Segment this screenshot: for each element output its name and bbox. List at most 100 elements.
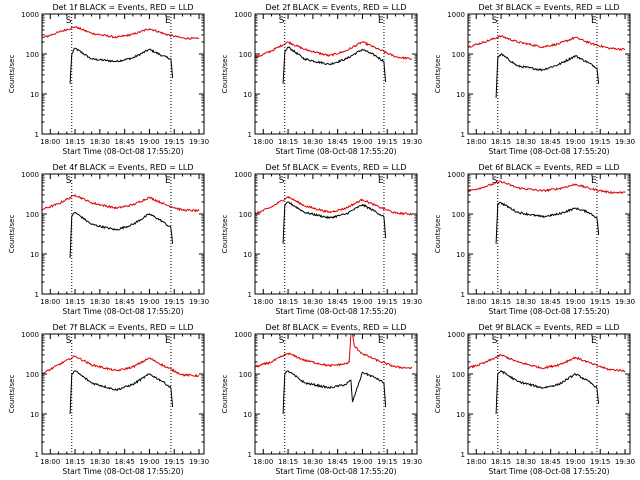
x-tick-label: 18:00 xyxy=(253,458,273,466)
end-marker-label: E xyxy=(378,16,384,26)
x-tick-label: 19:30 xyxy=(189,458,209,466)
x-tick-label: 19:00 xyxy=(139,458,159,466)
x-tick-label: 19:30 xyxy=(189,138,209,146)
y-tick-label: 100 xyxy=(239,51,252,59)
chart-title: Det 3f BLACK = Events, RED = LLD xyxy=(478,3,619,12)
x-tick-label: 18:45 xyxy=(115,458,135,466)
y-tick-label: 1 xyxy=(461,291,465,299)
chart-panel-7: Det 7f BLACK = Events, RED = LLD S E 1 10 100… xyxy=(8,323,209,476)
x-tick-label: 19:30 xyxy=(615,458,635,466)
x-tick-label: 18:15 xyxy=(491,298,511,306)
y-tick-label: 1000 xyxy=(447,331,465,339)
x-tick-label: 19:15 xyxy=(377,298,397,306)
end-marker-label: E xyxy=(378,336,384,346)
x-tick-label: 18:00 xyxy=(40,458,60,466)
x-axis-label: Start Time (08-Oct-08 17:55:20) xyxy=(275,147,396,156)
x-tick-label: 19:30 xyxy=(189,298,209,306)
x-axis-label: Start Time (08-Oct-08 17:55:20) xyxy=(488,147,609,156)
chart-title: Det 4f BLACK = Events, RED = LLD xyxy=(52,163,193,172)
end-marker-label: E xyxy=(591,336,597,346)
y-tick-label: 100 xyxy=(452,211,465,219)
x-tick-label: 19:15 xyxy=(377,458,397,466)
y-tick-label: 10 xyxy=(243,411,252,419)
x-tick-label: 18:45 xyxy=(115,298,135,306)
y-tick-label: 10 xyxy=(243,251,252,259)
x-tick-label: 18:00 xyxy=(253,138,273,146)
y-axis-label: Counts/sec xyxy=(221,375,229,414)
events-series-line xyxy=(69,370,174,415)
end-marker-label: E xyxy=(165,16,171,26)
chart-panel-9: Det 9f BLACK = Events, RED = LLD S E 1 10 100… xyxy=(434,323,635,476)
y-tick-label: 1000 xyxy=(234,171,252,179)
x-tick-label: 18:30 xyxy=(90,458,110,466)
x-axis-label: Start Time (08-Oct-08 17:55:20) xyxy=(488,467,609,476)
x-tick-label: 19:00 xyxy=(352,138,372,146)
x-axis-label: Start Time (08-Oct-08 17:55:20) xyxy=(275,467,396,476)
x-tick-label: 18:30 xyxy=(90,138,110,146)
x-axis-label: Start Time (08-Oct-08 17:55:20) xyxy=(488,307,609,316)
end-marker-label: E xyxy=(591,16,597,26)
x-tick-label: 19:00 xyxy=(565,458,585,466)
events-series-line xyxy=(495,370,600,415)
end-marker-label: E xyxy=(591,176,597,186)
y-tick-label: 1 xyxy=(35,451,39,459)
x-tick-label: 18:15 xyxy=(65,138,85,146)
y-tick-label: 10 xyxy=(30,251,39,259)
x-axis-label: Start Time (08-Oct-08 17:55:20) xyxy=(62,147,183,156)
x-tick-label: 18:00 xyxy=(40,298,60,306)
series-group xyxy=(42,25,200,84)
x-tick-label: 18:30 xyxy=(303,458,323,466)
chart-title: Det 5f BLACK = Events, RED = LLD xyxy=(265,163,406,172)
plot-frame xyxy=(254,13,418,135)
x-tick-label: 18:45 xyxy=(541,458,561,466)
x-tick-label: 19:15 xyxy=(590,138,610,146)
y-tick-label: 100 xyxy=(239,371,252,379)
events-series-line xyxy=(495,201,600,244)
lld-series-line xyxy=(468,354,626,373)
x-tick-label: 18:00 xyxy=(253,298,273,306)
y-tick-label: 1000 xyxy=(234,331,252,339)
y-tick-label: 100 xyxy=(239,211,252,219)
y-axis-label: Counts/sec xyxy=(221,55,229,94)
series-group xyxy=(255,334,413,415)
series-group xyxy=(255,195,413,244)
y-axis-label: Counts/sec xyxy=(434,375,442,414)
y-axis-label: Counts/sec xyxy=(221,215,229,254)
chart-panel-6: Det 6f BLACK = Events, RED = LLD S E 1 10 100… xyxy=(434,163,635,316)
chart-panel-3: Det 3f BLACK = Events, RED = LLD S E 1 10 100… xyxy=(434,3,635,156)
plot-frame xyxy=(254,173,418,295)
x-tick-label: 18:30 xyxy=(303,138,323,146)
x-axis-label: Start Time (08-Oct-08 17:55:20) xyxy=(62,467,183,476)
x-tick-label: 19:30 xyxy=(615,298,635,306)
lld-series-line xyxy=(468,34,625,51)
y-tick-label: 100 xyxy=(452,371,465,379)
events-series-line xyxy=(69,47,174,84)
y-tick-label: 1 xyxy=(248,291,252,299)
x-tick-label: 19:15 xyxy=(590,298,610,306)
start-marker-label: S xyxy=(279,176,285,186)
y-tick-label: 1 xyxy=(35,291,39,299)
x-tick-label: 19:15 xyxy=(164,298,184,306)
x-tick-label: 19:30 xyxy=(402,138,422,146)
start-marker-label: S xyxy=(66,16,72,26)
events-series-line xyxy=(282,46,387,84)
x-tick-label: 18:15 xyxy=(278,138,298,146)
x-axis-label: Start Time (08-Oct-08 17:55:20) xyxy=(62,307,183,316)
x-tick-label: 18:15 xyxy=(65,458,85,466)
y-tick-label: 100 xyxy=(26,51,39,59)
x-tick-label: 18:45 xyxy=(328,458,348,466)
y-tick-label: 10 xyxy=(30,411,39,419)
x-tick-label: 18:45 xyxy=(115,138,135,146)
y-tick-label: 1000 xyxy=(21,11,39,19)
x-tick-label: 18:45 xyxy=(541,298,561,306)
plot-frame xyxy=(254,333,418,455)
x-tick-label: 19:30 xyxy=(402,298,422,306)
x-tick-label: 18:30 xyxy=(516,298,536,306)
start-marker-label: S xyxy=(66,336,72,346)
x-tick-label: 18:00 xyxy=(466,458,486,466)
y-tick-label: 1000 xyxy=(447,171,465,179)
x-tick-label: 18:00 xyxy=(40,138,60,146)
y-tick-label: 1000 xyxy=(447,11,465,19)
x-tick-label: 19:15 xyxy=(377,138,397,146)
x-tick-label: 19:00 xyxy=(139,138,159,146)
